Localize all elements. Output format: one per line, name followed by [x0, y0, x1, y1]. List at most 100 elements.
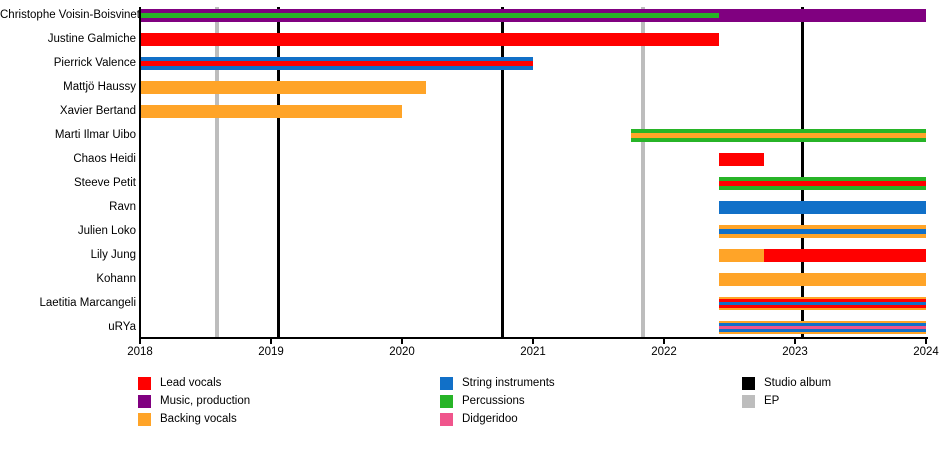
member-bar: [631, 129, 926, 142]
role-stripe: [140, 12, 720, 19]
member-bar: [719, 201, 926, 214]
role-stripe: [140, 18, 720, 22]
member-label: Laetitia Marcangeli: [39, 297, 136, 309]
role-stripe: [719, 153, 764, 166]
legend-swatch-green: [440, 395, 453, 408]
role-stripe: [763, 249, 926, 262]
role-stripe: [719, 297, 926, 300]
role-stripe: [719, 186, 926, 190]
legend-swatch-purple: [138, 395, 151, 408]
x-tick: [925, 339, 927, 344]
role-stripe: [631, 138, 926, 142]
member-bar: [140, 57, 533, 70]
role-stripe: [140, 81, 426, 94]
x-tick-label: 2022: [651, 346, 677, 358]
member-bar: [719, 321, 926, 335]
member-bar: [140, 105, 402, 118]
member-label: Pierrick Valence: [53, 57, 136, 69]
member-label: Ravn: [109, 201, 136, 213]
role-stripe: [719, 305, 926, 308]
member-label: Mattjö Haussy: [63, 81, 136, 93]
role-stripe: [631, 129, 926, 133]
role-stripe: [719, 9, 926, 22]
role-stripe: [631, 132, 926, 139]
x-tick: [532, 339, 534, 344]
member-label: Kohann: [96, 273, 136, 285]
event-line-studio-album: [501, 7, 505, 338]
legend-swatch-blue: [440, 377, 453, 390]
y-axis: [139, 7, 141, 338]
role-stripe: [719, 177, 926, 181]
member-label: Chaos Heidi: [73, 153, 136, 165]
member-bar: [140, 9, 720, 22]
member-bar: [719, 177, 926, 190]
role-stripe: [140, 60, 533, 67]
event-line-ep: [215, 7, 220, 338]
member-label: Lily Jung: [90, 249, 136, 261]
role-stripe: [719, 323, 926, 326]
x-tick: [270, 339, 272, 344]
role-stripe: [140, 9, 720, 13]
member-label: Justine Galmiche: [47, 33, 136, 45]
legend-label: String instruments: [462, 377, 555, 389]
member-label: Xavier Bertand: [59, 105, 136, 117]
legend-label: Music, production: [160, 395, 251, 407]
x-tick-label: 2021: [520, 346, 546, 358]
role-stripe: [140, 105, 402, 118]
legend-swatch-black: [742, 377, 755, 390]
legend-label: Percussions: [462, 395, 525, 407]
event-line-studio-album: [801, 7, 805, 338]
member-bar: [719, 297, 926, 311]
member-bar: [763, 249, 926, 262]
member-label: uRYa: [108, 321, 136, 333]
role-stripe: [719, 225, 926, 229]
role-stripe: [719, 307, 926, 311]
role-stripe: [140, 66, 533, 70]
role-stripe: [719, 234, 926, 238]
event-line-studio-album: [277, 7, 281, 338]
member-label: Julien Loko: [77, 225, 136, 237]
role-stripe: [719, 321, 926, 324]
x-tick: [794, 339, 796, 344]
x-tick: [139, 339, 141, 344]
legend-label: Lead vocals: [160, 377, 222, 389]
role-stripe: [719, 301, 926, 306]
legend-label: Backing vocals: [160, 413, 237, 425]
x-tick: [401, 339, 403, 344]
event-line-ep: [641, 7, 646, 338]
legend-label: Didgeridoo: [462, 413, 518, 425]
member-label: Marti Ilmar Uibo: [54, 129, 136, 141]
role-stripe: [719, 228, 926, 235]
role-stripe: [719, 329, 926, 332]
member-bar: [140, 33, 720, 46]
member-bar: [719, 153, 764, 166]
x-tick-label: 2023: [782, 346, 808, 358]
member-bar: [719, 9, 926, 22]
role-stripe: [719, 331, 926, 335]
member-label: Christophe Voisin-Boisvinet: [0, 9, 140, 21]
legend-label: Studio album: [764, 377, 832, 389]
role-stripe: [719, 201, 926, 214]
role-stripe: [719, 249, 764, 262]
role-stripe: [140, 57, 533, 61]
x-tick-label: 2018: [127, 346, 153, 358]
role-stripe: [719, 299, 926, 302]
role-stripe: [719, 325, 926, 330]
member-label: Steeve Petit: [73, 177, 136, 189]
member-bar: [719, 225, 926, 238]
member-bar: [719, 249, 764, 262]
x-tick: [663, 339, 665, 344]
x-tick-label: 2019: [258, 346, 284, 358]
legend-swatch-red: [138, 377, 151, 390]
role-stripe: [719, 180, 926, 187]
legend-swatch-orange: [138, 413, 151, 426]
x-axis: [139, 337, 928, 339]
legend-label: EP: [764, 395, 780, 407]
role-stripe: [140, 33, 720, 46]
legend-swatch-gray: [742, 395, 755, 408]
legend-swatch-pink: [440, 413, 453, 426]
member-bar: [140, 81, 426, 94]
role-stripe: [719, 273, 926, 286]
member-bar: [719, 273, 926, 286]
